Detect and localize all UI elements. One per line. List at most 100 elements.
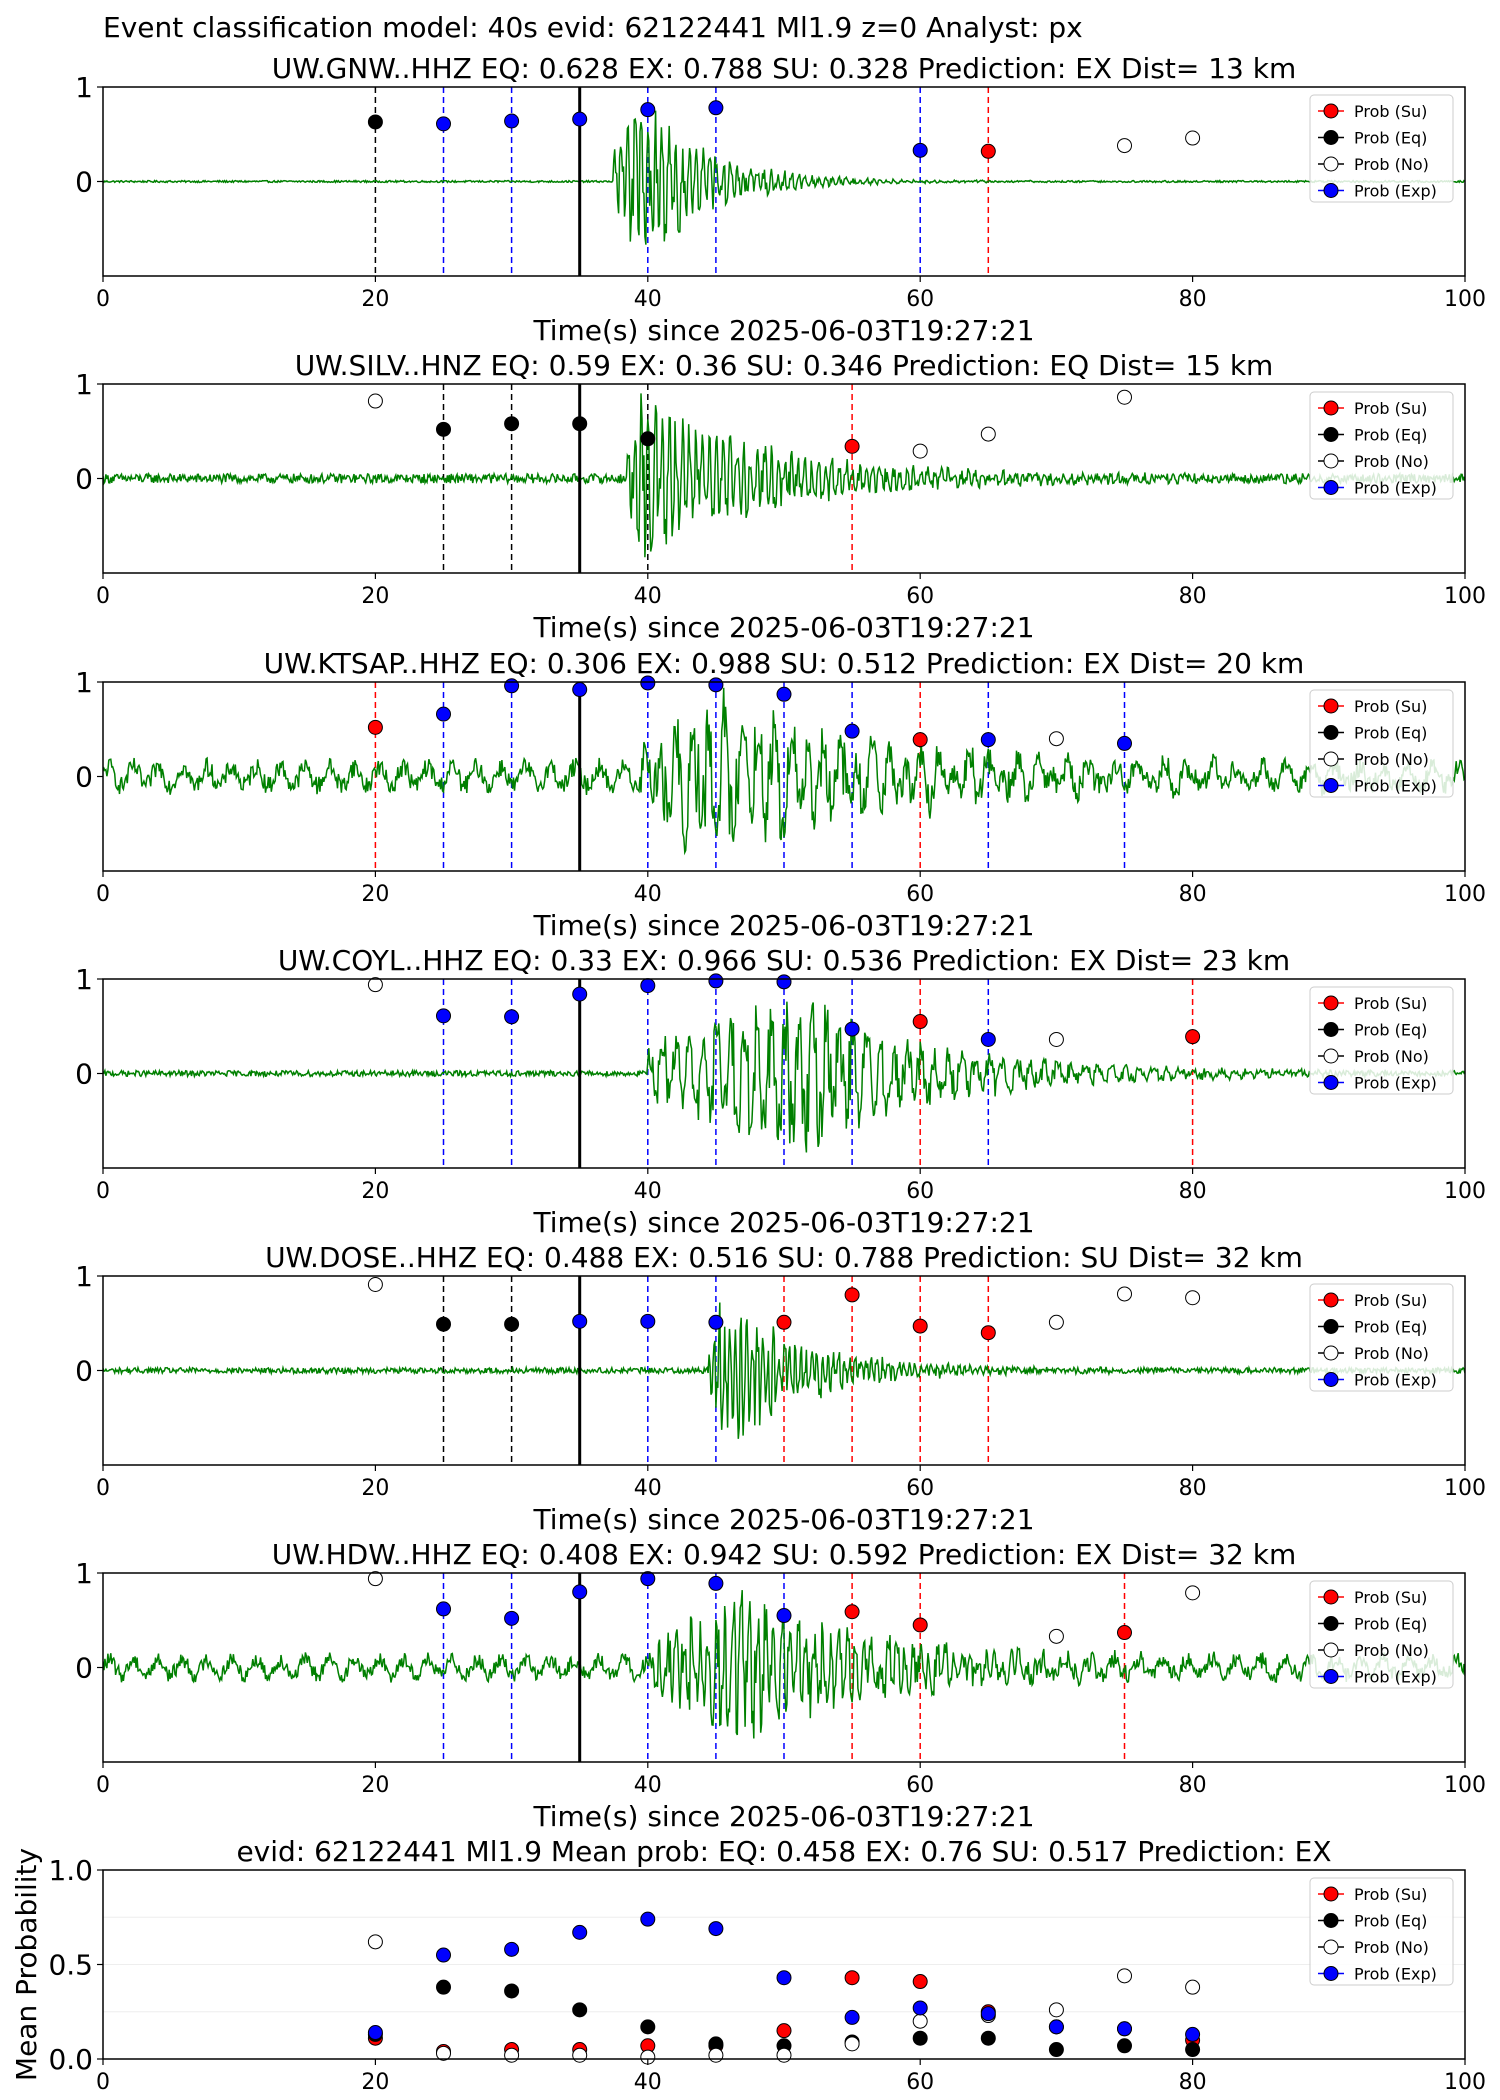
y-tick-label: 0.0 [48, 2043, 93, 2076]
legend-label-ex: Prob (Exp) [1354, 777, 1437, 796]
mean-point-no [776, 2047, 792, 2063]
legend-label-ex: Prob (Exp) [1354, 479, 1437, 498]
waveform-trace [103, 687, 1465, 856]
legend-marker-ex [1323, 1966, 1339, 1981]
x-tick-label: 0 [96, 1476, 110, 1501]
legend-label-ex: Prob (Exp) [1354, 182, 1437, 201]
legend-marker-su [1323, 103, 1339, 119]
mean-point-su [844, 1970, 860, 1986]
legend-marker-su [1323, 995, 1339, 1011]
legend-box [1309, 986, 1454, 1095]
x-tick-label: 100 [1444, 1179, 1486, 1204]
legend-label-no: Prob (No) [1354, 1938, 1429, 1957]
legend-box [1309, 1283, 1454, 1392]
waveform-trace [103, 1590, 1465, 1739]
mean-point-no [844, 2036, 860, 2052]
panel-title: UW.DOSE..HHZ EQ: 0.488 EX: 0.516 SU: 0.7… [265, 1241, 1303, 1274]
x-tick-label: 0 [96, 882, 110, 907]
mean-point-ex [436, 1947, 451, 1963]
panel-title: UW.HDW..HHZ EQ: 0.408 EX: 0.942 SU: 0.59… [272, 1538, 1297, 1571]
prob-marker-su [844, 1287, 860, 1303]
prob-marker-ex [1117, 735, 1132, 751]
mean-point-ex [640, 1911, 656, 1927]
mean-point-ex [708, 1921, 724, 1937]
prob-marker-eq [436, 421, 451, 437]
prob-marker-ex [436, 116, 451, 132]
y-tick-label: 1 [75, 368, 93, 401]
prob-marker-ex [912, 142, 928, 158]
prob-marker-no [1117, 389, 1132, 405]
prob-marker-no [1185, 1290, 1201, 1306]
prob-marker-eq [504, 416, 520, 432]
legend-marker-ex [1323, 480, 1339, 495]
x-tick-label: 20 [361, 2070, 389, 2095]
x-tick-label: 80 [1179, 584, 1207, 609]
prob-marker-no [1185, 1585, 1201, 1601]
prob-marker-ex [708, 1314, 724, 1330]
prob-marker-ex [776, 1608, 792, 1624]
mean-point-eq [504, 1983, 520, 1999]
prob-marker-su [776, 1314, 792, 1330]
mean-point-ex [1117, 2021, 1132, 2037]
legend-label-ex: Prob (Exp) [1354, 1371, 1437, 1390]
legend-marker-ex [1323, 778, 1339, 793]
prob-marker-ex [776, 686, 792, 702]
prob-marker-ex [708, 100, 724, 116]
prob-marker-ex [640, 102, 656, 118]
x-tick-label: 60 [906, 287, 934, 312]
prob-marker-eq [640, 431, 656, 447]
legend-label-eq: Prob (Eq) [1354, 724, 1427, 743]
prob-marker-no [1048, 1628, 1064, 1644]
panel-title: UW.KTSAP..HHZ EQ: 0.306 EX: 0.988 SU: 0.… [264, 647, 1305, 680]
legend-label-su: Prob (Su) [1354, 1291, 1427, 1310]
y-axis-label: Mean Probability [10, 1848, 43, 2081]
mean-point-ex [980, 2006, 996, 2022]
waveform-trace [103, 393, 1465, 558]
legend-marker-su [1323, 400, 1339, 416]
y-tick-label: 1 [75, 1557, 93, 1590]
legend-marker-eq [1323, 427, 1339, 442]
x-tick-label: 20 [361, 584, 389, 609]
panel-uw-hdw--hhz: 0 20 40 60 80 100 1 0 UW.HDW..HHZ EQ: 0.408 EX: … [75, 1538, 1486, 1833]
legend-marker-su [1323, 698, 1339, 714]
mean-point-su [912, 1974, 928, 1990]
x-tick-label: 80 [1179, 1773, 1207, 1798]
prob-marker-ex [504, 678, 520, 694]
x-axis-label: Time(s) since 2025-06-03T19:27:21 [532, 611, 1034, 644]
y-tick-label: 1 [75, 666, 93, 699]
mean-point-eq [436, 1979, 451, 1995]
y-tick-label: 0.5 [48, 1949, 93, 1982]
mean-point-no [1185, 1979, 1201, 1995]
legend-marker-eq [1323, 1913, 1339, 1928]
x-tick-label: 0 [96, 1179, 110, 1204]
legend-box [1309, 391, 1454, 500]
mean-point-ex [367, 2025, 383, 2041]
prob-marker-eq [367, 114, 383, 130]
legend-label-no: Prob (No) [1354, 1344, 1429, 1363]
prob-marker-ex [980, 732, 996, 748]
x-tick-label: 80 [1179, 1179, 1207, 1204]
legend-marker-no [1323, 453, 1339, 469]
prob-marker-eq [572, 416, 588, 432]
mean-point-su [776, 2023, 792, 2039]
legend-marker-su [1323, 1589, 1339, 1605]
prob-marker-ex [708, 973, 724, 989]
legend-marker-ex [1323, 1372, 1339, 1387]
prob-marker-no [1048, 1314, 1064, 1330]
legend-box [1309, 689, 1454, 798]
legend-label-su: Prob (Su) [1354, 102, 1427, 121]
y-tick-label: 0 [75, 1058, 93, 1091]
x-tick-label: 80 [1179, 2070, 1207, 2095]
legend-label-eq: Prob (Eq) [1354, 1021, 1427, 1040]
panel-mean: 0 20 40 60 80 100 1.0 0.5 0.0 evid: 62122441 Ml1.… [10, 1835, 1486, 2095]
prob-marker-su [367, 719, 383, 735]
mean-point-ex [912, 2000, 928, 2016]
x-tick-label: 60 [906, 1179, 934, 1204]
legend-label-eq: Prob (Eq) [1354, 426, 1427, 445]
legend-label-no: Prob (No) [1354, 452, 1429, 471]
mean-point-no [1048, 2002, 1064, 2018]
prob-marker-ex [436, 1601, 451, 1617]
legend-label-eq: Prob (Eq) [1354, 1912, 1427, 1931]
x-axis-label: Time(s) since 2025-06-03T19:27:21 [532, 1800, 1034, 1833]
panel-uw-ktsap--hhz: 0 20 40 60 80 100 1 0 UW.KTSAP..HHZ EQ: 0.306 EX… [75, 647, 1486, 942]
